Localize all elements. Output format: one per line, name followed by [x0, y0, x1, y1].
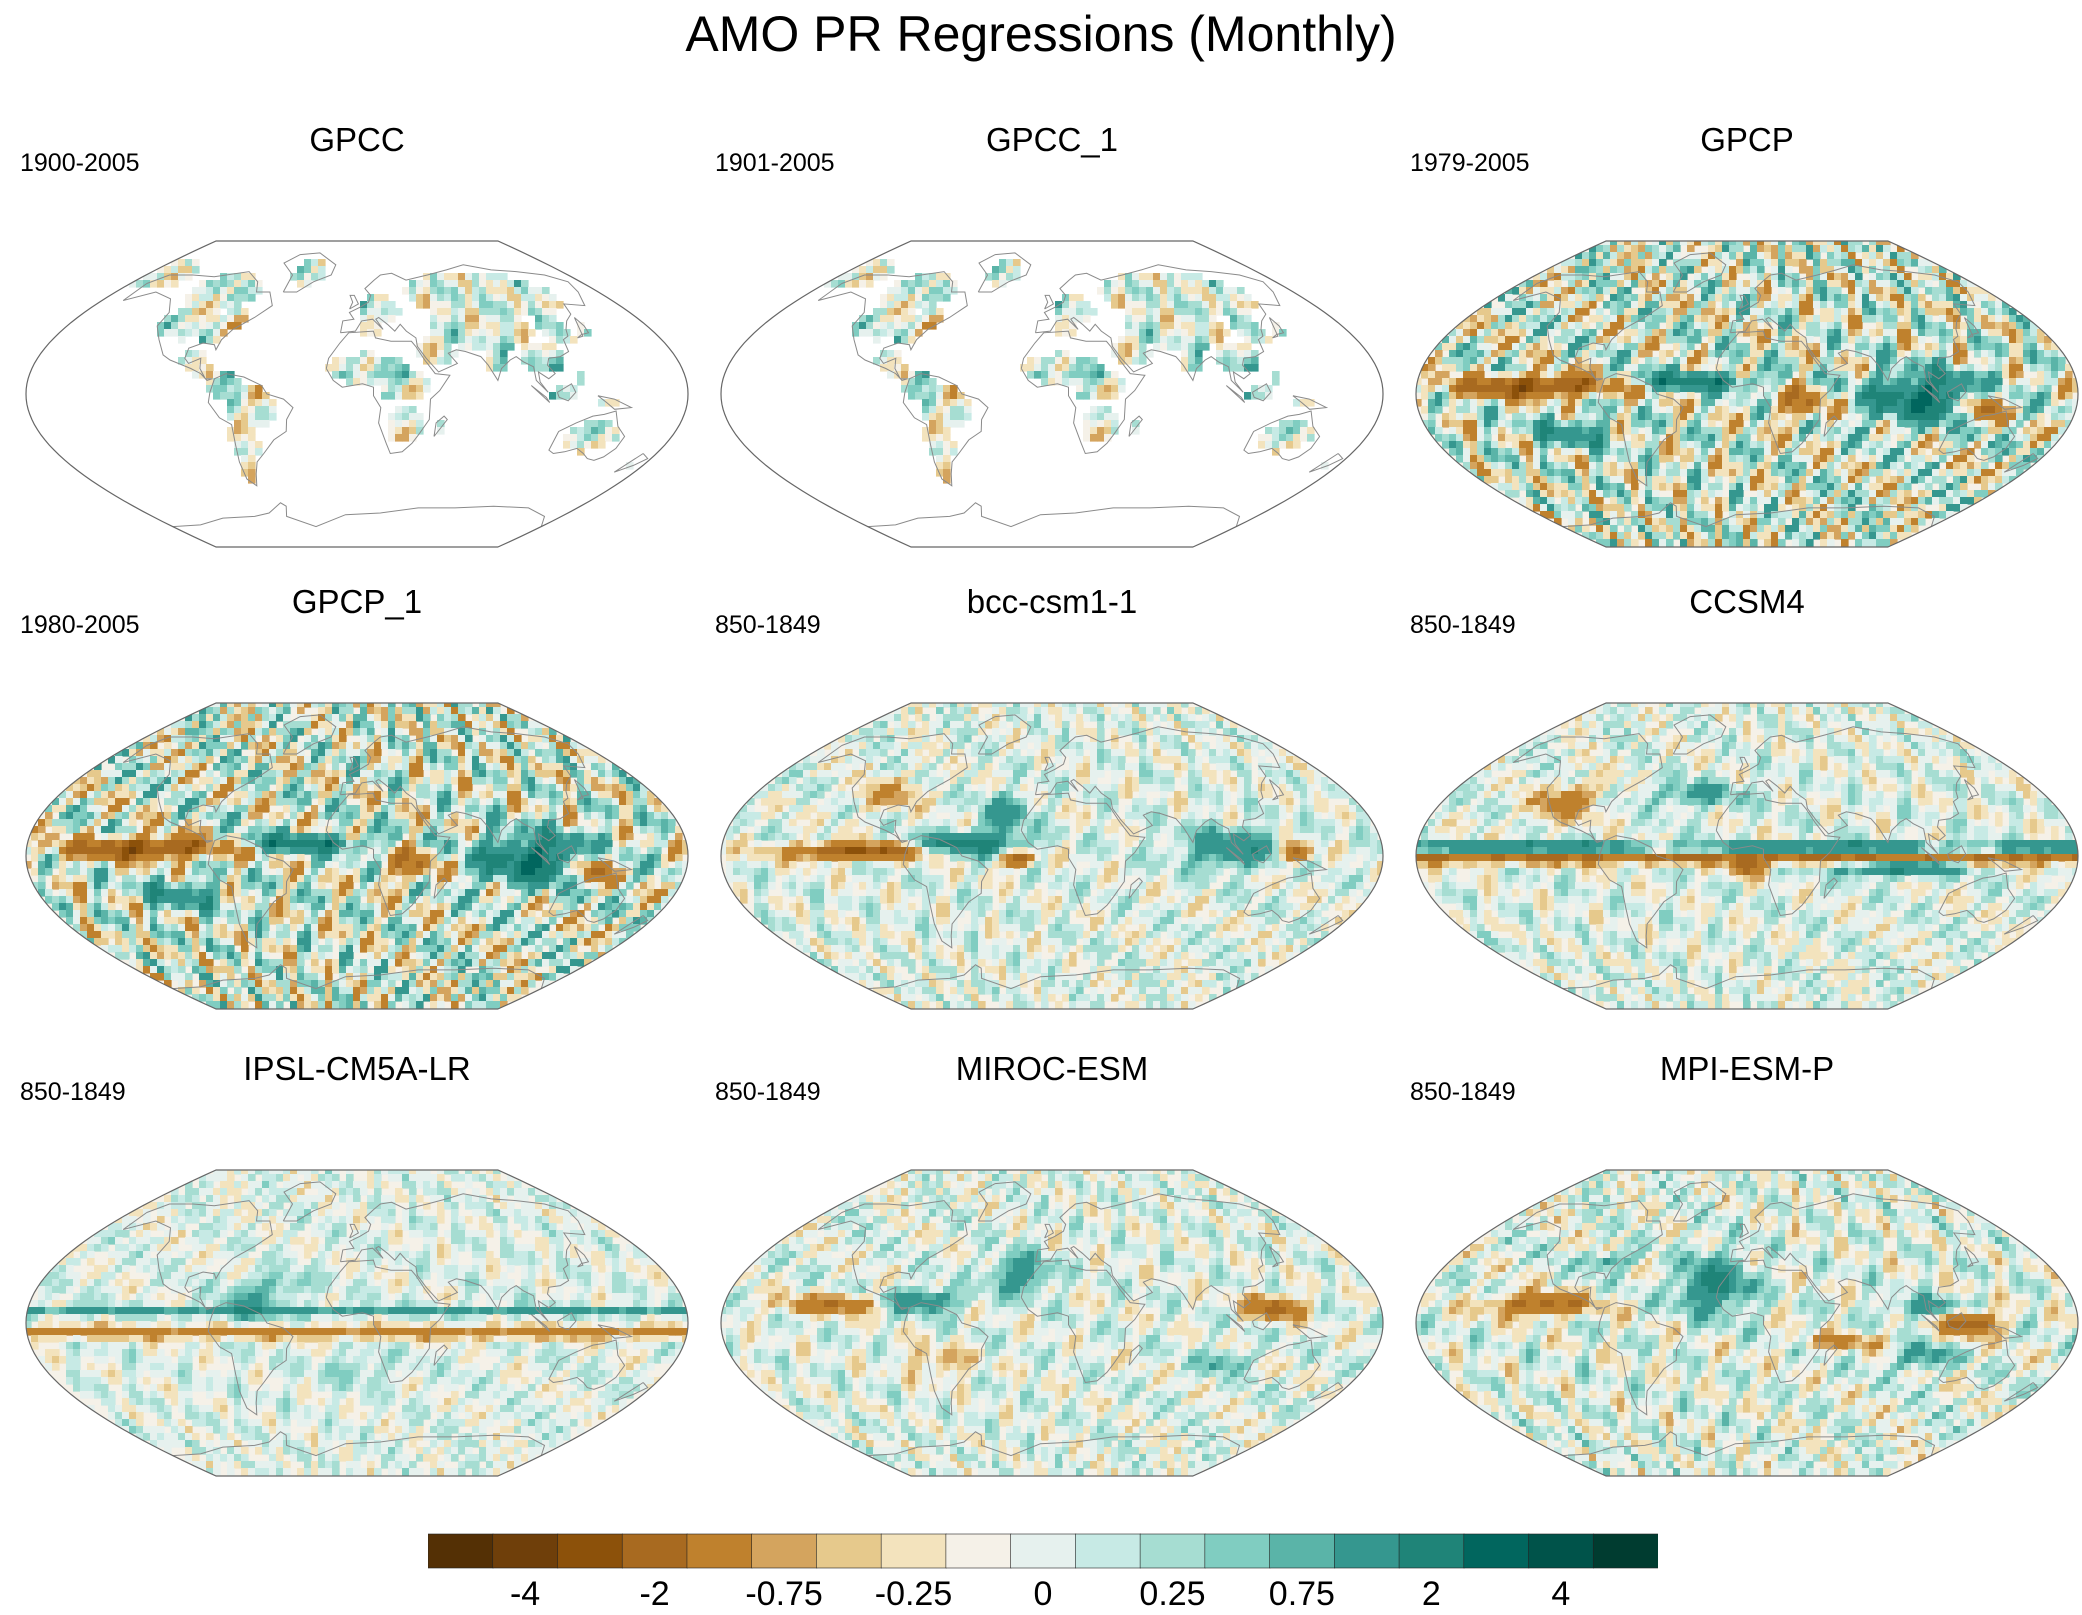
map-bcc-csm1-1 [720, 702, 1384, 1010]
map-outline [1415, 702, 2079, 1010]
coastlines [122, 1181, 649, 1457]
panel-title: GPCP [1400, 120, 2082, 160]
field-cells [26, 1170, 688, 1476]
colorbar-swatch [1075, 1533, 1141, 1569]
panel-title: GPCC [10, 120, 704, 160]
map-panel-ipsl-cm5a-lr: IPSL-CM5A-LR 850-1849 [10, 1047, 704, 1487]
panel-period: 1901-2005 [715, 148, 835, 178]
field-cells [1416, 703, 2078, 1009]
colorbar-swatch [1398, 1533, 1465, 1569]
panel-title: bcc-csm1-1 [705, 582, 1399, 622]
map-panel-mpi-esm-p: MPI-ESM-P 850-1849 [1400, 1047, 2082, 1487]
colorbar: -4 -2 -0.75 -0.25 0 0.25 0.75 2 4 [428, 1533, 1658, 1615]
map-gpcp-1 [25, 702, 689, 1010]
panel-period: 1980-2005 [20, 610, 140, 640]
field-cells [26, 241, 688, 547]
colorbar-tick-label: 0.75 [1269, 1575, 1335, 1613]
colorbar-swatches [428, 1533, 1658, 1569]
map-ipsl-cm5a-lr [25, 1169, 689, 1477]
map-miroc-esm [720, 1169, 1384, 1477]
panel-period: 850-1849 [20, 1077, 126, 1107]
field-cells [721, 241, 1383, 547]
colorbar-swatch [557, 1533, 624, 1569]
field-cells [721, 703, 1383, 1009]
colorbar-swatch [492, 1533, 559, 1569]
map-outline [25, 1169, 689, 1477]
map-outline [25, 240, 689, 548]
map-outline [720, 1169, 1384, 1477]
colorbar-swatch [816, 1533, 882, 1569]
panel-title: CCSM4 [1400, 582, 2082, 622]
colorbar-tick-label: 0.25 [1139, 1575, 1205, 1613]
coastlines [122, 252, 649, 528]
map-outline [1415, 1169, 2079, 1477]
map-ccsm4 [1415, 702, 2079, 1010]
colorbar-swatch [945, 1533, 1012, 1569]
map-outline [25, 702, 689, 1010]
colorbar-tick-label: -2 [639, 1575, 669, 1613]
colorbar-swatch [1334, 1533, 1400, 1569]
panel-period: 850-1849 [1410, 1077, 1516, 1107]
panel-title: MPI-ESM-P [1400, 1049, 2082, 1089]
map-panel-bcc-csm1-1: bcc-csm1-1 850-1849 [705, 580, 1399, 1020]
map-panel-ccsm4: CCSM4 850-1849 [1400, 580, 2082, 1020]
panel-period: 850-1849 [715, 610, 821, 640]
map-outline [720, 702, 1384, 1010]
colorbar-swatch [1528, 1533, 1595, 1569]
map-gpcc [25, 240, 689, 548]
figure-title: AMO PR Regressions (Monthly) [0, 4, 2082, 64]
coastlines [1512, 252, 2039, 528]
coastlines [817, 714, 1344, 990]
field-cells [1416, 241, 2078, 547]
colorbar-swatch [1269, 1533, 1336, 1569]
colorbar-swatch [880, 1533, 947, 1569]
colorbar-swatch [1592, 1533, 1658, 1569]
colorbar-swatch [428, 1533, 494, 1569]
coastlines [1512, 1181, 2039, 1457]
colorbar-tick-label: -0.25 [875, 1575, 953, 1613]
colorbar-swatch [621, 1533, 688, 1569]
colorbar-tick-label: -0.75 [745, 1575, 823, 1613]
map-outline [720, 240, 1384, 548]
colorbar-swatch [1204, 1533, 1271, 1569]
map-panel-miroc-esm: MIROC-ESM 850-1849 [705, 1047, 1399, 1487]
colorbar-swatch [1139, 1533, 1206, 1569]
colorbar-swatch [1010, 1533, 1077, 1569]
colorbar-tick-label: 4 [1551, 1575, 1570, 1613]
colorbar-tick-label: -4 [510, 1575, 540, 1613]
map-gpcp [1415, 240, 2079, 548]
field-cells [26, 703, 688, 1009]
panel-period: 850-1849 [1410, 610, 1516, 640]
colorbar-swatch [1463, 1533, 1530, 1569]
panel-title: GPCC_1 [705, 120, 1399, 160]
colorbar-swatch [751, 1533, 818, 1569]
coastlines [1512, 714, 2039, 990]
coastlines [817, 252, 1344, 528]
panel-period: 1900-2005 [20, 148, 140, 178]
panel-title: IPSL-CM5A-LR [10, 1049, 704, 1089]
panel-title: GPCP_1 [10, 582, 704, 622]
panel-title: MIROC-ESM [705, 1049, 1399, 1089]
colorbar-tick-label: 2 [1422, 1575, 1441, 1613]
map-panel-gpcp: GPCP 1979-2005 [1400, 118, 2082, 558]
map-gpcc-1 [720, 240, 1384, 548]
coastlines [122, 714, 649, 990]
field-cells [1416, 1170, 2078, 1476]
colorbar-tick-label: 0 [1034, 1575, 1053, 1613]
map-panel-gpcc: GPCC 1900-2005 [10, 118, 704, 558]
map-panel-gpcp-1: GPCP_1 1980-2005 [10, 580, 704, 1020]
panel-period: 1979-2005 [1410, 148, 1530, 178]
colorbar-swatch [686, 1533, 753, 1569]
field-cells [721, 1170, 1383, 1476]
map-panel-gpcc-1: GPCC_1 1901-2005 [705, 118, 1399, 558]
map-mpi-esm-p [1415, 1169, 2079, 1477]
panel-period: 850-1849 [715, 1077, 821, 1107]
coastlines [817, 1181, 1344, 1457]
map-outline [1415, 240, 2079, 548]
